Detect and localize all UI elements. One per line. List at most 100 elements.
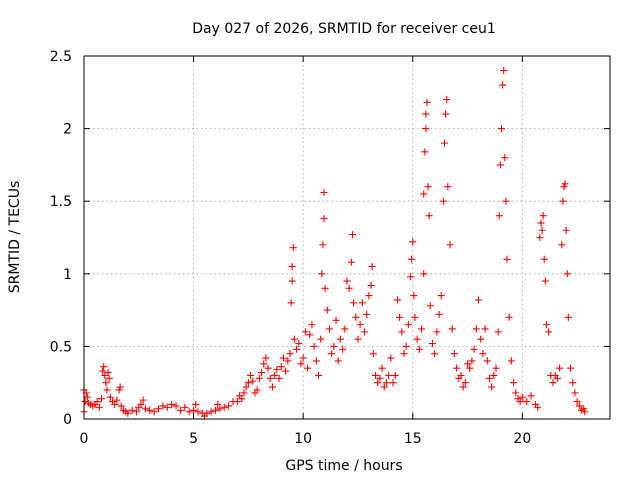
data-point <box>168 400 176 408</box>
data-point <box>537 219 545 227</box>
data-point <box>435 310 443 318</box>
data-point <box>409 238 417 246</box>
data-point <box>376 374 384 382</box>
data-point <box>99 367 107 375</box>
y-axis-ticks: 0 0.5 1 1.5 2 2.5 <box>50 49 610 428</box>
data-point <box>288 277 296 285</box>
data-point <box>563 270 571 278</box>
data-point <box>185 408 193 416</box>
data-point <box>518 393 526 401</box>
x-tick-label: 10 <box>294 431 312 447</box>
data-point <box>293 345 301 353</box>
data-point <box>100 363 108 371</box>
data-point <box>339 345 347 353</box>
data-point <box>117 402 125 410</box>
data-point <box>398 328 406 336</box>
data-point <box>345 284 353 292</box>
data-point <box>328 350 336 358</box>
data-point <box>220 403 228 411</box>
data-point <box>502 197 510 205</box>
data-point <box>368 263 376 271</box>
data-point <box>485 374 493 382</box>
data-point <box>470 345 478 353</box>
data-point <box>442 110 450 118</box>
data-point <box>287 299 295 307</box>
data-point <box>428 339 436 347</box>
data-point <box>503 255 511 263</box>
data-point <box>448 325 456 333</box>
data-point <box>356 321 364 329</box>
data-point <box>336 335 344 343</box>
data-point <box>459 383 467 391</box>
data-point <box>343 277 351 285</box>
data-point <box>431 350 439 358</box>
data-point <box>317 335 325 343</box>
data-point <box>301 328 309 336</box>
data-point <box>172 402 180 410</box>
data-point <box>560 183 568 191</box>
data-point <box>321 284 329 292</box>
data-point <box>137 400 145 408</box>
data-point <box>380 383 388 391</box>
data-point <box>371 371 379 379</box>
y-tick-label: 1 <box>63 267 72 283</box>
x-tick-label: 20 <box>513 431 531 447</box>
data-point <box>437 292 445 300</box>
data-point <box>315 371 323 379</box>
data-point <box>580 405 588 413</box>
y-axis-label: SRMTID / TECUs <box>7 181 23 294</box>
chart-title: Day 027 of 2026, SRMTID for receiver ceu… <box>192 21 496 37</box>
data-point <box>443 96 451 104</box>
data-point <box>225 402 233 410</box>
data-point <box>358 299 366 307</box>
data-point <box>194 408 202 416</box>
data-point <box>444 183 452 191</box>
data-point <box>361 328 369 336</box>
data-point <box>385 371 393 379</box>
data-point <box>203 409 211 417</box>
data-point <box>479 350 487 358</box>
data-point <box>242 383 250 391</box>
data-point <box>190 406 198 414</box>
data-point <box>266 374 274 382</box>
data-point <box>527 392 535 400</box>
data-point <box>411 313 419 321</box>
data-point <box>244 379 252 387</box>
data-point <box>564 313 572 321</box>
data-point <box>111 400 119 408</box>
data-point <box>253 386 261 394</box>
data-point <box>320 188 328 196</box>
data-point <box>542 321 550 329</box>
data-point <box>523 398 531 406</box>
data-point <box>297 360 305 368</box>
data-point <box>369 350 377 358</box>
data-point <box>396 313 404 321</box>
data-point <box>558 241 566 249</box>
data-point <box>113 396 121 404</box>
data-point <box>323 306 331 314</box>
data-point <box>516 398 524 406</box>
data-point <box>289 244 297 252</box>
data-point <box>468 357 476 365</box>
data-point <box>367 281 375 289</box>
data-point <box>106 393 114 401</box>
data-point <box>102 379 110 387</box>
data-point <box>150 408 158 416</box>
data-point <box>319 241 327 249</box>
data-point <box>415 345 423 353</box>
data-point <box>133 408 141 416</box>
data-point <box>501 154 509 162</box>
x-tick-label: 0 <box>80 431 89 447</box>
data-point <box>320 215 328 223</box>
data-point <box>536 234 544 241</box>
data-point <box>258 369 266 377</box>
data-point <box>500 67 508 75</box>
data-point <box>498 125 506 133</box>
data-point <box>277 363 285 371</box>
data-point <box>510 379 518 387</box>
data-point <box>541 277 549 285</box>
data-point <box>422 125 430 133</box>
x-tick-label: 15 <box>404 431 422 447</box>
y-tick-label: 2 <box>63 122 72 138</box>
data-point <box>562 226 570 234</box>
